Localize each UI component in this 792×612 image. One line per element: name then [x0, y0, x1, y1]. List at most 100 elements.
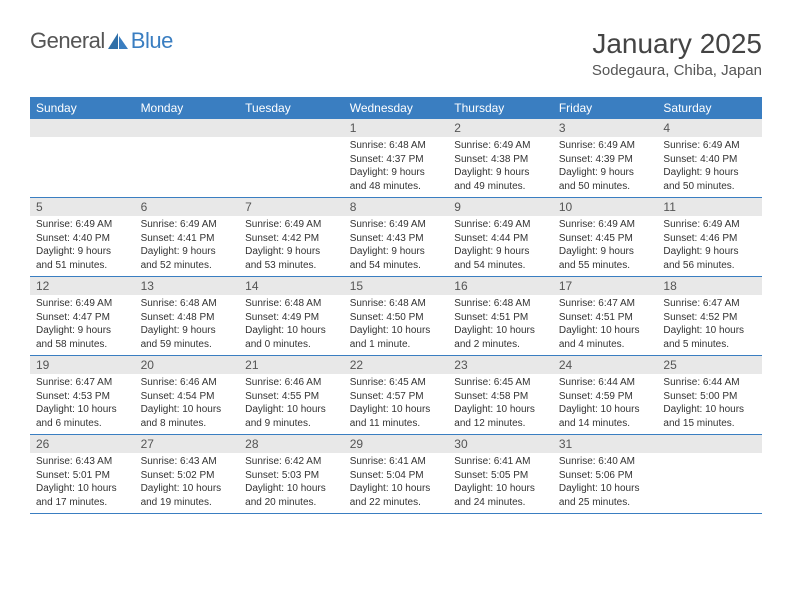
- calendar-day-cell: 15Sunrise: 6:48 AMSunset: 4:50 PMDayligh…: [344, 277, 449, 355]
- day-number: 11: [657, 198, 762, 216]
- calendar-day-cell: 21Sunrise: 6:46 AMSunset: 4:55 PMDayligh…: [239, 356, 344, 434]
- day-details: Sunrise: 6:49 AMSunset: 4:43 PMDaylight:…: [344, 216, 449, 276]
- weekday-header-cell: Tuesday: [239, 97, 344, 119]
- weekday-header-cell: Thursday: [448, 97, 553, 119]
- calendar: SundayMondayTuesdayWednesdayThursdayFrid…: [30, 97, 762, 514]
- day-number: 23: [448, 356, 553, 374]
- day-details: Sunrise: 6:47 AMSunset: 4:51 PMDaylight:…: [553, 295, 658, 355]
- page-header: General Blue January 2025 Sodegaura, Chi…: [30, 28, 762, 79]
- day-details: Sunrise: 6:44 AMSunset: 5:00 PMDaylight:…: [657, 374, 762, 434]
- month-title: January 2025: [592, 28, 762, 60]
- day-number: 20: [135, 356, 240, 374]
- day-number: 19: [30, 356, 135, 374]
- day-details: Sunrise: 6:47 AMSunset: 4:53 PMDaylight:…: [30, 374, 135, 434]
- calendar-day-cell: 24Sunrise: 6:44 AMSunset: 4:59 PMDayligh…: [553, 356, 658, 434]
- calendar-day-cell: [135, 119, 240, 197]
- day-number: 4: [657, 119, 762, 137]
- day-number: 24: [553, 356, 658, 374]
- day-details: Sunrise: 6:46 AMSunset: 4:55 PMDaylight:…: [239, 374, 344, 434]
- day-number: 9: [448, 198, 553, 216]
- day-details: Sunrise: 6:46 AMSunset: 4:54 PMDaylight:…: [135, 374, 240, 434]
- calendar-day-cell: 10Sunrise: 6:49 AMSunset: 4:45 PMDayligh…: [553, 198, 658, 276]
- weekday-header-cell: Monday: [135, 97, 240, 119]
- logo-text-general: General: [30, 28, 105, 54]
- day-details: Sunrise: 6:44 AMSunset: 4:59 PMDaylight:…: [553, 374, 658, 434]
- calendar-day-cell: [30, 119, 135, 197]
- calendar-day-cell: 8Sunrise: 6:49 AMSunset: 4:43 PMDaylight…: [344, 198, 449, 276]
- day-number: [30, 119, 135, 137]
- day-details: Sunrise: 6:43 AMSunset: 5:02 PMDaylight:…: [135, 453, 240, 513]
- day-number: 17: [553, 277, 658, 295]
- calendar-day-cell: 1Sunrise: 6:48 AMSunset: 4:37 PMDaylight…: [344, 119, 449, 197]
- calendar-day-cell: 6Sunrise: 6:49 AMSunset: 4:41 PMDaylight…: [135, 198, 240, 276]
- day-details: Sunrise: 6:49 AMSunset: 4:44 PMDaylight:…: [448, 216, 553, 276]
- day-number: [657, 435, 762, 453]
- calendar-day-cell: 29Sunrise: 6:41 AMSunset: 5:04 PMDayligh…: [344, 435, 449, 513]
- calendar-day-cell: 18Sunrise: 6:47 AMSunset: 4:52 PMDayligh…: [657, 277, 762, 355]
- day-number: 14: [239, 277, 344, 295]
- day-details: Sunrise: 6:41 AMSunset: 5:04 PMDaylight:…: [344, 453, 449, 513]
- calendar-day-cell: 4Sunrise: 6:49 AMSunset: 4:40 PMDaylight…: [657, 119, 762, 197]
- day-details: Sunrise: 6:48 AMSunset: 4:37 PMDaylight:…: [344, 137, 449, 197]
- calendar-day-cell: 17Sunrise: 6:47 AMSunset: 4:51 PMDayligh…: [553, 277, 658, 355]
- day-details: Sunrise: 6:48 AMSunset: 4:48 PMDaylight:…: [135, 295, 240, 355]
- day-number: 18: [657, 277, 762, 295]
- day-details: Sunrise: 6:43 AMSunset: 5:01 PMDaylight:…: [30, 453, 135, 513]
- day-details: Sunrise: 6:48 AMSunset: 4:49 PMDaylight:…: [239, 295, 344, 355]
- logo-sail-icon: [107, 32, 129, 50]
- location-subtitle: Sodegaura, Chiba, Japan: [592, 62, 762, 79]
- weekday-header-cell: Saturday: [657, 97, 762, 119]
- day-details: Sunrise: 6:49 AMSunset: 4:40 PMDaylight:…: [657, 137, 762, 197]
- day-details: Sunrise: 6:47 AMSunset: 4:52 PMDaylight:…: [657, 295, 762, 355]
- logo: General Blue: [30, 28, 173, 54]
- day-details: Sunrise: 6:40 AMSunset: 5:06 PMDaylight:…: [553, 453, 658, 513]
- day-number: 3: [553, 119, 658, 137]
- day-number: 25: [657, 356, 762, 374]
- day-number: 7: [239, 198, 344, 216]
- day-details: Sunrise: 6:45 AMSunset: 4:57 PMDaylight:…: [344, 374, 449, 434]
- day-number: 27: [135, 435, 240, 453]
- day-number: 13: [135, 277, 240, 295]
- day-details: Sunrise: 6:49 AMSunset: 4:40 PMDaylight:…: [30, 216, 135, 276]
- calendar-day-cell: 11Sunrise: 6:49 AMSunset: 4:46 PMDayligh…: [657, 198, 762, 276]
- day-number: 8: [344, 198, 449, 216]
- calendar-day-cell: 30Sunrise: 6:41 AMSunset: 5:05 PMDayligh…: [448, 435, 553, 513]
- day-details: Sunrise: 6:48 AMSunset: 4:51 PMDaylight:…: [448, 295, 553, 355]
- day-details: Sunrise: 6:49 AMSunset: 4:38 PMDaylight:…: [448, 137, 553, 197]
- calendar-day-cell: 19Sunrise: 6:47 AMSunset: 4:53 PMDayligh…: [30, 356, 135, 434]
- calendar-day-cell: 14Sunrise: 6:48 AMSunset: 4:49 PMDayligh…: [239, 277, 344, 355]
- day-details: Sunrise: 6:49 AMSunset: 4:39 PMDaylight:…: [553, 137, 658, 197]
- calendar-week-row: 1Sunrise: 6:48 AMSunset: 4:37 PMDaylight…: [30, 119, 762, 198]
- day-details: Sunrise: 6:49 AMSunset: 4:45 PMDaylight:…: [553, 216, 658, 276]
- calendar-day-cell: 9Sunrise: 6:49 AMSunset: 4:44 PMDaylight…: [448, 198, 553, 276]
- day-details: Sunrise: 6:48 AMSunset: 4:50 PMDaylight:…: [344, 295, 449, 355]
- calendar-day-cell: 20Sunrise: 6:46 AMSunset: 4:54 PMDayligh…: [135, 356, 240, 434]
- calendar-day-cell: 26Sunrise: 6:43 AMSunset: 5:01 PMDayligh…: [30, 435, 135, 513]
- calendar-day-cell: 12Sunrise: 6:49 AMSunset: 4:47 PMDayligh…: [30, 277, 135, 355]
- day-number: 12: [30, 277, 135, 295]
- calendar-day-cell: [657, 435, 762, 513]
- day-details: Sunrise: 6:49 AMSunset: 4:42 PMDaylight:…: [239, 216, 344, 276]
- day-number: 16: [448, 277, 553, 295]
- calendar-day-cell: [239, 119, 344, 197]
- calendar-day-cell: 27Sunrise: 6:43 AMSunset: 5:02 PMDayligh…: [135, 435, 240, 513]
- calendar-day-cell: 25Sunrise: 6:44 AMSunset: 5:00 PMDayligh…: [657, 356, 762, 434]
- calendar-body: 1Sunrise: 6:48 AMSunset: 4:37 PMDaylight…: [30, 119, 762, 514]
- day-number: 1: [344, 119, 449, 137]
- day-number: 15: [344, 277, 449, 295]
- day-number: 22: [344, 356, 449, 374]
- day-number: 30: [448, 435, 553, 453]
- calendar-day-cell: 31Sunrise: 6:40 AMSunset: 5:06 PMDayligh…: [553, 435, 658, 513]
- day-number: 28: [239, 435, 344, 453]
- calendar-week-row: 19Sunrise: 6:47 AMSunset: 4:53 PMDayligh…: [30, 356, 762, 435]
- day-number: [239, 119, 344, 137]
- title-block: January 2025 Sodegaura, Chiba, Japan: [592, 28, 762, 79]
- day-details: Sunrise: 6:49 AMSunset: 4:41 PMDaylight:…: [135, 216, 240, 276]
- day-details: Sunrise: 6:42 AMSunset: 5:03 PMDaylight:…: [239, 453, 344, 513]
- day-number: 5: [30, 198, 135, 216]
- weekday-header-cell: Sunday: [30, 97, 135, 119]
- calendar-day-cell: 16Sunrise: 6:48 AMSunset: 4:51 PMDayligh…: [448, 277, 553, 355]
- day-number: 6: [135, 198, 240, 216]
- calendar-day-cell: 13Sunrise: 6:48 AMSunset: 4:48 PMDayligh…: [135, 277, 240, 355]
- calendar-week-row: 12Sunrise: 6:49 AMSunset: 4:47 PMDayligh…: [30, 277, 762, 356]
